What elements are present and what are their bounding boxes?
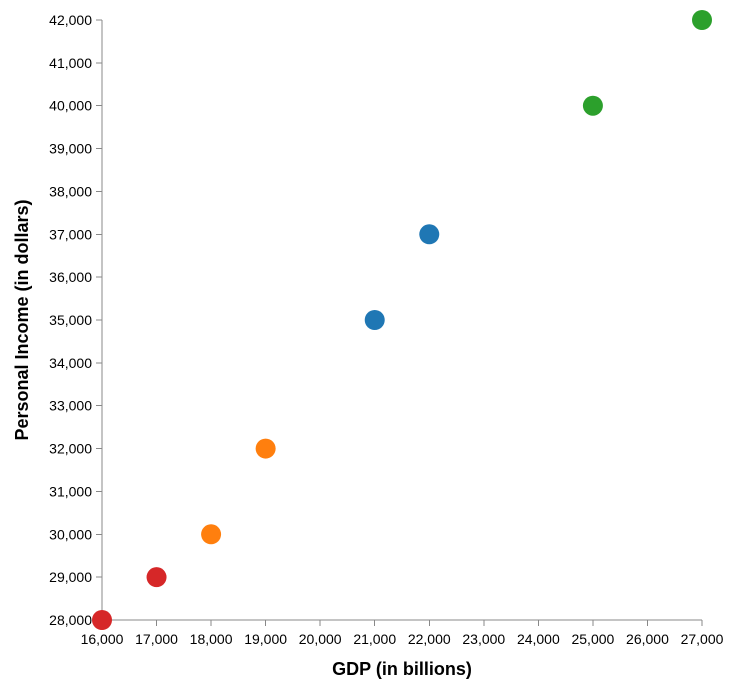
x-tick-label: 16,000 <box>81 631 124 647</box>
x-tick-label: 19,000 <box>244 631 287 647</box>
y-tick-label: 36,000 <box>49 269 92 285</box>
data-point[interactable] <box>582 95 603 116</box>
y-tick-label: 39,000 <box>49 141 92 157</box>
points-layer <box>92 10 712 630</box>
x-tick-label: 21,000 <box>353 631 396 647</box>
x-tick-label: 24,000 <box>517 631 560 647</box>
y-tick-label: 29,000 <box>49 569 92 585</box>
x-axis: 16,000 17,000 18,000 19,000 20,000 21,000 22,0… <box>81 619 724 647</box>
y-tick-label: 42,000 <box>49 12 92 28</box>
data-point[interactable] <box>146 567 167 588</box>
x-tick-label: 17,000 <box>135 631 178 647</box>
y-tick-label: 37,000 <box>49 226 92 242</box>
y-tick-label: 32,000 <box>49 441 92 457</box>
data-point[interactable] <box>92 610 112 630</box>
data-point[interactable] <box>419 224 440 245</box>
y-tick-label: 30,000 <box>49 526 92 542</box>
data-point[interactable] <box>364 310 385 330</box>
x-tick-label: 25,000 <box>571 631 614 647</box>
x-tick-label: 22,000 <box>408 631 451 647</box>
y-tick-label: 28,000 <box>49 612 92 628</box>
y-tick-label: 40,000 <box>49 98 92 114</box>
y-tick-label: 31,000 <box>49 483 92 499</box>
x-tick-label: 23,000 <box>462 631 505 647</box>
y-tick-label: 33,000 <box>49 398 92 414</box>
x-tick-label: 26,000 <box>626 631 669 647</box>
x-tick-label: 27,000 <box>681 631 724 647</box>
x-tick-label: 18,000 <box>190 631 233 647</box>
data-point[interactable] <box>255 438 276 459</box>
x-tick-label: 20,000 <box>299 631 342 647</box>
y-tick-label: 35,000 <box>49 312 92 328</box>
y-tick-label: 41,000 <box>49 55 92 71</box>
y-tick-label: 38,000 <box>49 183 92 199</box>
y-axis: 28,000 29,000 30,000 31,000 32,000 33,000 34,0… <box>49 12 103 628</box>
y-axis-title: Personal Income (in dollars) <box>12 199 32 440</box>
x-axis-title: GDP (in billions) <box>332 659 472 679</box>
data-point[interactable] <box>692 10 712 30</box>
data-point[interactable] <box>201 524 222 545</box>
y-tick-label: 34,000 <box>49 355 92 371</box>
